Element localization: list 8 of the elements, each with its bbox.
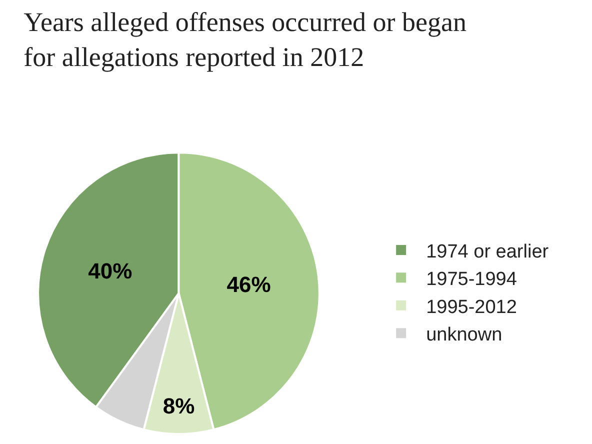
legend-label: 1974 or earlier bbox=[426, 241, 550, 262]
data-label: 8% bbox=[162, 393, 195, 418]
data-label: 46% bbox=[226, 272, 271, 297]
chart-title: Years alleged offenses occurred or began for allegations reported in 2012 bbox=[24, 7, 468, 72]
data-label: 40% bbox=[88, 258, 132, 284]
legend-label: 1995-2012 bbox=[426, 296, 517, 318]
legend-label: unknown bbox=[426, 324, 502, 346]
legend-label: 1975-1994 bbox=[426, 269, 518, 290]
